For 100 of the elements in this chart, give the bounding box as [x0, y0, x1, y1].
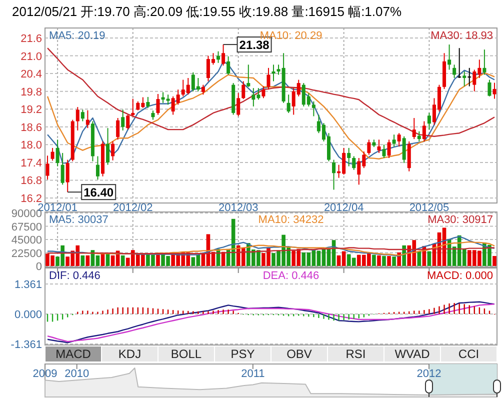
y-tick-label: 90000 — [11, 208, 42, 220]
text: MA30: 18.93 — [430, 30, 493, 42]
candlestick — [131, 98, 135, 118]
candlestick — [60, 152, 64, 186]
bar — [492, 256, 496, 266]
bar — [377, 255, 381, 266]
y-tick-label: 67500 — [11, 221, 42, 234]
candlestick — [236, 92, 240, 117]
bar — [417, 251, 422, 266]
bar — [387, 256, 391, 266]
candlestick — [246, 64, 250, 88]
y-tick-label: 17.4 — [20, 157, 42, 170]
candlestick — [377, 139, 381, 154]
text: BOLL — [170, 347, 202, 361]
candlestick — [422, 120, 426, 142]
candlestick — [332, 159, 336, 190]
candlestick — [96, 156, 100, 180]
bar — [156, 254, 160, 266]
candlestick — [417, 130, 421, 142]
candlestick — [226, 56, 230, 76]
candlestick — [66, 159, 70, 193]
candlestick — [76, 106, 80, 131]
candlestick — [80, 109, 84, 122]
candlestick — [50, 147, 54, 162]
text: MACD — [56, 347, 92, 361]
y-tick-label: 21.0 — [20, 50, 42, 63]
x-tick-label: 2012 — [416, 368, 442, 380]
candlestick — [266, 67, 270, 90]
text: KDJ — [118, 347, 142, 361]
candlestick — [86, 110, 90, 129]
y-tick-label: 21.6 — [20, 33, 42, 45]
candlestick — [262, 86, 266, 99]
text: MA5: 20.19 — [49, 30, 106, 42]
candlestick — [367, 139, 371, 156]
bar — [372, 254, 376, 266]
y-tick-label: 16.8 — [20, 175, 42, 188]
text: CCI — [458, 347, 480, 361]
candlestick — [427, 112, 431, 130]
annotation: 21.38 — [239, 38, 270, 52]
bar — [80, 255, 85, 266]
candlestick — [272, 64, 276, 82]
y-tick-label: 0.000 — [14, 309, 42, 321]
candlestick — [492, 82, 496, 100]
x-tick-label: 2012/02 — [113, 202, 153, 214]
candlestick — [116, 118, 120, 140]
candlestick — [468, 67, 472, 87]
candlestick — [397, 132, 401, 147]
x-tick-label: 2011 — [241, 368, 265, 380]
candlestick — [46, 155, 50, 180]
bar — [86, 255, 90, 266]
candlestick — [216, 50, 220, 64]
y-tick-label: -1.361 — [10, 339, 42, 351]
candlestick — [402, 136, 406, 164]
candlestick — [387, 139, 391, 158]
bar — [120, 255, 125, 266]
candlestick — [222, 44, 226, 66]
candlestick — [347, 147, 351, 167]
y-tick-label: 45000 — [11, 234, 42, 246]
bar — [427, 251, 432, 266]
text: MACD: 0.000 — [426, 270, 493, 282]
text: MA5: 30037 — [49, 214, 108, 226]
y-tick-label: 22500 — [11, 248, 42, 260]
candlestick — [312, 100, 316, 117]
candlestick — [151, 110, 155, 120]
candlestick — [352, 156, 356, 170]
text: WVAD — [394, 347, 430, 361]
candlestick — [56, 139, 60, 167]
x-tick-label: 2012/05 — [409, 202, 450, 214]
candlestick — [488, 79, 492, 97]
candlestick — [106, 128, 110, 166]
candlestick — [146, 96, 150, 108]
candlestick — [448, 44, 452, 70]
candlestick — [382, 144, 386, 158]
text: PSY — [230, 347, 255, 361]
y-tick-label: 18.0 — [20, 140, 42, 152]
bar — [392, 256, 396, 266]
x-tick-label: 2012/04 — [324, 202, 364, 214]
candlestick — [286, 94, 290, 114]
candlestick — [482, 49, 486, 76]
candlestick — [121, 109, 125, 131]
y-tick-label: 16.2 — [20, 193, 42, 205]
bar — [382, 256, 386, 266]
candlestick — [156, 94, 160, 116]
text: DIF: 0.446 — [49, 270, 100, 282]
x-tick-label: 2012/03 — [218, 202, 258, 214]
y-tick-label: 1.361 — [14, 279, 42, 291]
candlestick — [452, 64, 456, 78]
y-tick-label: 19.8 — [20, 86, 42, 98]
annotation: 16.40 — [84, 186, 114, 200]
candlestick — [412, 118, 416, 140]
candlestick — [242, 80, 246, 100]
text: OBV — [286, 347, 312, 361]
x-tick-label: 2010 — [64, 368, 90, 380]
y-tick-label: 19.2 — [20, 104, 42, 116]
x-tick-label: 2009 — [32, 368, 58, 380]
y-tick-label: 0 — [36, 261, 42, 273]
series-label: MA10: 34232 — [258, 214, 324, 226]
candlestick — [111, 140, 115, 161]
y-tick-label: 20.4 — [20, 68, 42, 81]
candlestick — [407, 140, 411, 172]
